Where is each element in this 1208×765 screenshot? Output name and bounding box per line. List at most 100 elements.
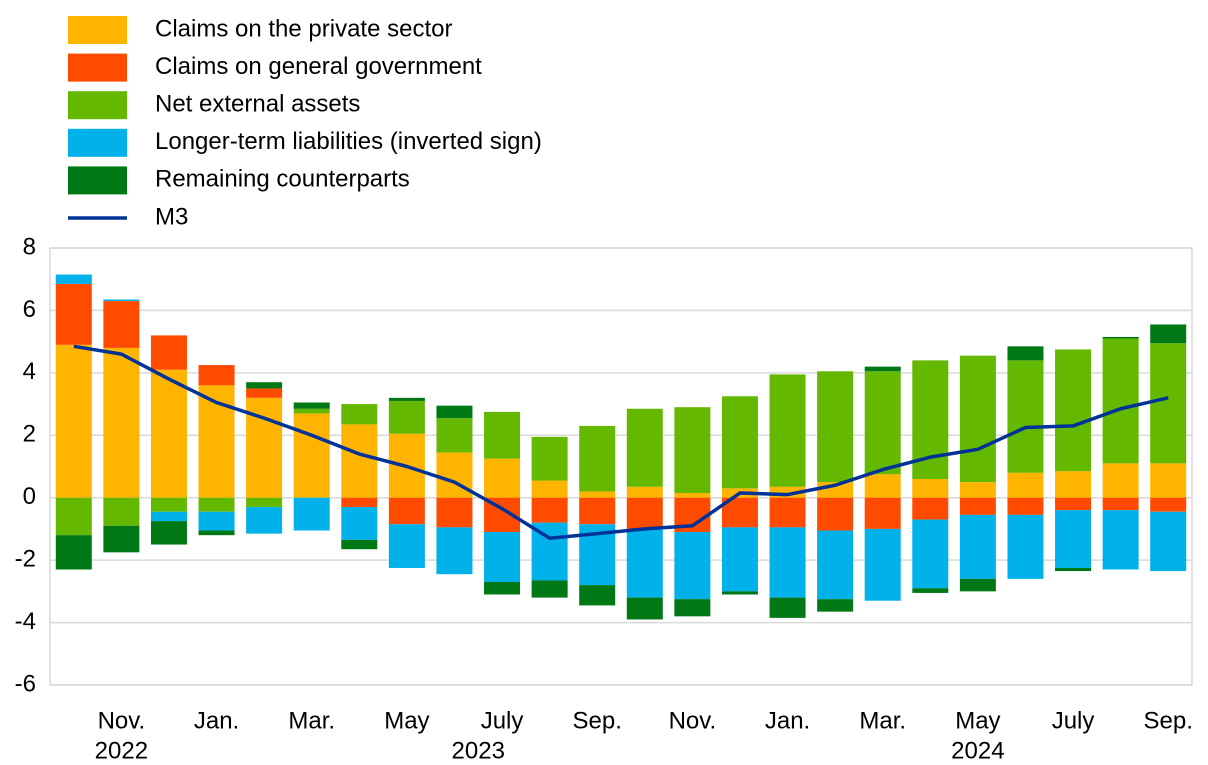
bar-segment [436,497,473,528]
bar-segment [579,497,616,525]
bar-segment [484,411,521,459]
bar-segment [864,366,901,372]
bar-segment [484,532,521,582]
bar-segment [959,482,996,498]
bar-segment [1007,360,1044,473]
bar-segment [769,486,806,498]
x-tick-label: July [1052,707,1095,734]
bar-segment [1055,567,1092,572]
y-tick-label: -6 [15,670,36,697]
bar-segment [721,591,758,595]
bar-segment [103,301,140,348]
bar-segment [864,474,901,498]
legend-swatch [68,53,127,82]
bar-segment [436,405,473,419]
bar-segment [674,493,711,498]
x-tick-label: Nov. [669,707,717,734]
y-tick-label: -2 [15,545,36,572]
line [73,344,1169,541]
bar-segment [198,497,235,512]
bar-segment [817,371,854,483]
bar-segment [912,497,949,520]
x-tick-label: Mar. [288,707,335,734]
x-tick-label: Sep. [1144,707,1193,734]
bar-segment [1102,338,1139,464]
bar-segment [150,511,187,522]
bar-segment [626,408,663,487]
y-tick-label: 0 [23,483,36,510]
legend-swatch [68,91,127,120]
bar-segment [531,436,568,481]
bar-segment [531,480,568,498]
bar-segment [150,521,187,545]
bar-segment [674,532,711,600]
bar-segment [198,511,235,531]
bar-segment [531,497,568,523]
bar-segment [341,404,378,425]
legend-label: Longer-term liabilities (inverted sign) [155,128,542,155]
bar-segment [1055,497,1092,511]
x-tick-label: July [481,707,524,734]
bar-segment [103,347,140,498]
bar-segment [674,407,711,494]
bar-segment [293,497,330,531]
bar-segment [246,388,283,398]
bar-segment [55,497,92,536]
legend-label: M3 [155,203,188,230]
y-tick-label: 8 [23,233,36,260]
legend-label: Claims on general government [155,53,482,80]
bar-segment [1007,497,1044,515]
bar-segment [55,535,92,570]
x-tick-label: Nov. [98,707,146,734]
bar-segment [817,497,854,531]
x-tick-label: Jan. [194,707,239,734]
y-tick-label: 6 [23,296,36,323]
legend-label: Net external assets [155,91,360,118]
bar-segment [55,344,92,498]
bar-segment [436,527,473,575]
bar-segment [912,519,949,589]
bar-segment [769,374,806,487]
bar-segment [912,478,949,498]
bar-segment [864,497,901,529]
bar-segment [912,588,949,593]
x-group-label: 2024 [951,737,1004,764]
bar-segment [341,424,378,498]
bar-segment [626,528,663,598]
bar-segment [246,507,283,534]
legend-label: Claims on the private sector [155,15,452,42]
x-tick-label: Jan. [765,707,810,734]
bar-segment [484,458,521,498]
y-tick-label: 4 [23,358,36,385]
bar-segment [579,585,616,606]
bar-segment [1102,510,1139,570]
bar-segment [436,418,473,453]
bar-segment [341,507,378,540]
bar-segment [579,491,616,498]
x-tick-label: May [955,707,1000,734]
bar-segment [959,578,996,592]
bar-segment [246,382,283,389]
bar-segment [1055,510,1092,568]
bar-segment [103,497,140,526]
bar-segment [626,486,663,498]
bar-segment [626,597,663,620]
bar-segment [388,524,425,568]
bar-segment [721,396,758,489]
bar-segment [1150,463,1187,498]
bar-segment [1055,471,1092,498]
x-tick-label: Mar. [859,707,906,734]
bar-segment [769,597,806,618]
bar-segment [817,530,854,600]
bar-segment [959,355,996,483]
bar-segment [1150,343,1187,464]
bar-segment [1102,463,1139,498]
bar-segment [531,580,568,598]
bar-segment [1150,511,1187,572]
bar-segment [864,528,901,601]
bar-segment [1150,324,1187,344]
y-tick-label: 2 [23,421,36,448]
x-group-label: 2023 [452,737,505,764]
bar-segment [293,413,330,498]
